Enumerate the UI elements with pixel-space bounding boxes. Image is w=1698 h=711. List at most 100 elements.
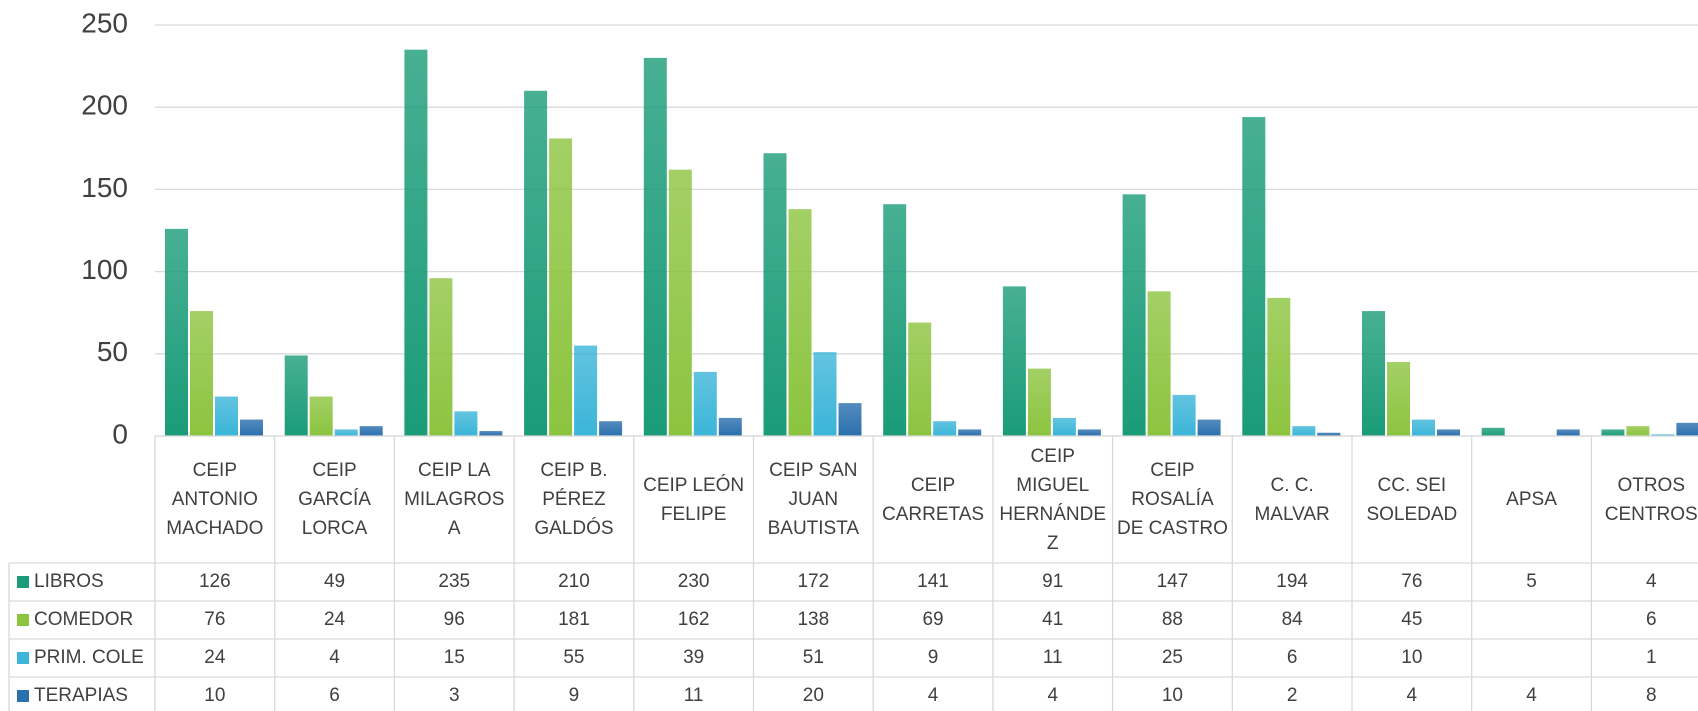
bar [763,153,787,436]
bar [215,396,238,436]
bar [1052,417,1076,436]
x-tick-label: OTROS CENTROS [1604,474,1698,525]
legend-key [17,652,29,664]
table-cell: 194 [1276,571,1308,592]
table-cell: 2 [1286,685,1298,706]
y-tick-label: 0 [112,418,128,449]
bar [933,421,957,436]
legend-key [17,690,29,702]
table-cell: 172 [797,571,830,592]
bar [359,426,383,436]
x-tick-label: APSA [1506,489,1557,510]
bar [309,396,333,436]
x-tick-label: CEIP ANTONIO MACHADO [166,460,264,539]
table-cell: 9 [568,685,580,706]
bar [883,204,907,436]
legend-label: COMEDOR [34,609,134,630]
table-cell: 24 [323,609,346,630]
legend-entry: TERAPIAS [9,677,155,711]
bar [813,352,837,436]
table-cell: 25 [1161,647,1183,668]
table-cell: 69 [922,609,944,630]
bar [668,169,692,436]
table-cell: 15 [443,647,465,668]
bar [240,419,263,436]
bar [693,371,717,436]
x-tick-label: CEIP CARRETAS [882,474,985,525]
table-cell: 210 [558,571,590,592]
bar [1197,419,1221,436]
bar [1437,429,1460,436]
x-tick-label: C. C. MALVAR [1254,474,1330,525]
table-cell: 51 [802,647,824,668]
bar [958,429,982,436]
y-tick-label: 250 [81,7,128,38]
table-cell: 126 [198,571,231,592]
legend-label: LIBROS [34,571,104,592]
bar [1481,427,1505,436]
table-cell: 24 [204,647,226,668]
bar [165,228,188,436]
bar [1601,429,1625,436]
table-cell: 4 [927,685,939,706]
table-cell: 6 [329,685,340,706]
table-cell: 20 [802,685,824,706]
table-cell: 4 [1645,571,1657,592]
legend-entry: COMEDOR [9,601,155,639]
bar [1362,311,1385,436]
bar [284,355,308,436]
x-tick-label: CEIP LA MILAGROSA [404,460,505,539]
bar [429,278,453,436]
table-cell: 4 [1526,685,1537,706]
bar [1027,368,1051,436]
table-cell: 3 [448,685,460,706]
table-cell: 91 [1042,571,1064,592]
x-tick-label: CEIP B. PÉREZ GALDÓS [534,460,614,539]
bar [1147,291,1171,436]
bar [1122,194,1146,436]
bar [643,57,667,436]
bar [549,138,573,436]
bar [190,311,213,436]
bar [599,421,623,436]
bar [334,429,358,436]
table-cell: 49 [323,571,346,592]
table-cell: 96 [443,609,465,630]
table-cell: 10 [1401,647,1423,668]
x-tick-label: CEIP ROSALÍA DE CASTRO [1117,460,1228,539]
table-cell: 8 [1645,685,1657,706]
bar [908,322,932,436]
table-cell: 230 [677,571,710,592]
bar [1676,422,1698,436]
x-tick-label: CEIP MIGUEL HERNÁNDEZ [999,445,1107,554]
bar [1387,362,1410,436]
y-tick-label: 100 [81,254,128,285]
table-cell: 76 [1401,571,1423,592]
bar [404,49,428,436]
bar [479,431,503,436]
table-cell: 76 [204,609,226,630]
table-cell: 55 [563,647,585,668]
legend-label: TERAPIAS [34,685,128,706]
table-cell: 4 [329,647,340,668]
x-tick-label: CEIP GARCÍA LORCA [298,460,371,539]
table-cell: 4 [1406,685,1418,706]
y-tick-label: 150 [81,172,128,203]
table-cell: 84 [1281,609,1303,630]
table-cell: 11 [683,685,704,706]
x-tick-label: CEIP LEÓN FELIPE [643,474,745,525]
y-tick-label: 200 [81,90,128,121]
table-cell: 88 [1161,609,1183,630]
bar [838,403,862,436]
table-cell: 10 [204,685,226,706]
bar [1556,429,1580,436]
bar [1002,286,1026,436]
legend-entry: PRIM. COLE [9,639,155,677]
table-cell: 9 [927,647,939,668]
bar [1267,297,1291,436]
bar [1651,434,1675,436]
table-cell: 235 [438,571,471,592]
bar [1077,429,1101,436]
table-cell: 10 [1161,685,1183,706]
